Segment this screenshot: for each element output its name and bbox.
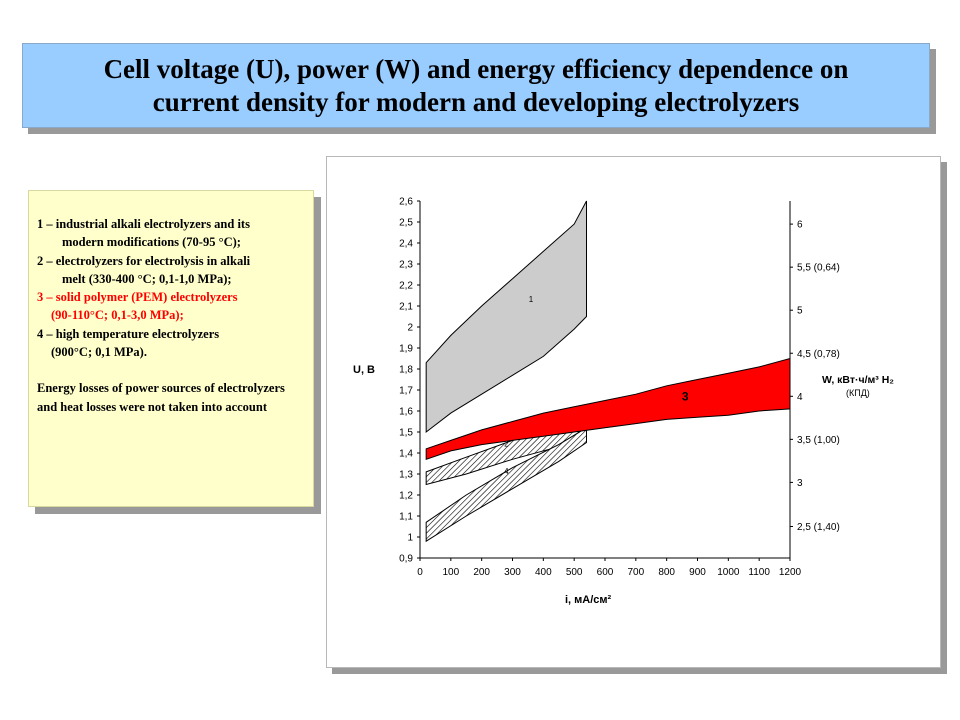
y2-tick-label: 4 — [797, 392, 803, 403]
x-tick-label: 800 — [658, 567, 675, 578]
y-tick-label: 2,2 — [399, 281, 413, 292]
series-label-4: 4 — [504, 467, 509, 476]
y-tick-label: 1,6 — [399, 407, 413, 418]
chart-svg: 1 2 4 3 0,9 1 1,1 1,2 1,3 1,4 1,5 1,6 1,7 1,8 1,9 2 2,1… — [353, 197, 894, 607]
y-tick-label: 1,5 — [399, 428, 413, 439]
x-tick-label: 0 — [417, 567, 423, 578]
y2-tick-label: 6 — [797, 220, 803, 231]
legend-item-3-line-1: 3 – solid polymer (PEM) electrolyzers — [37, 290, 238, 305]
y-tick-label: 1,7 — [399, 386, 413, 397]
series-label-1: 1 — [529, 295, 534, 304]
legend-item-1-line-1: 1 – industrial alkali electrolyzers and … — [37, 217, 250, 231]
y2-tick-label: 3,5 (1,00) — [797, 435, 840, 446]
x-tick-label: 1200 — [779, 567, 802, 578]
y-tick-label: 2,1 — [399, 302, 413, 313]
x-tick-label: 400 — [535, 567, 552, 578]
y-tick-label: 2,6 — [399, 197, 413, 208]
y-tick-label: 1,4 — [399, 449, 413, 460]
y2-tick-label: 5 — [797, 306, 803, 317]
y-axis-title: U, В — [353, 364, 375, 376]
axis-labels-layer: U, В i, мА/см² W, кВт·ч/м³ H₂ (КПД) — [353, 364, 894, 606]
legend-item-4-line-2: (900°C; 0,1 MPa). — [51, 345, 147, 360]
y-tick-label: 1 — [407, 533, 413, 544]
series-band-1 — [425, 200, 587, 434]
y2-axis-subtitle: (КПД) — [846, 388, 870, 398]
legend-item-2-line-2: melt (330-400 °C; 0,1-1,0 MPa); — [62, 271, 232, 286]
series-label-2: 2 — [504, 440, 509, 449]
series-layer: 1 2 4 3 — [425, 200, 791, 543]
y2-tick-label: 3 — [797, 478, 803, 489]
x-tick-label: 500 — [566, 567, 583, 578]
y-tick-label: 2 — [407, 323, 413, 334]
y2-tick-label: 2,5 (1,40) — [797, 522, 840, 533]
series-band-4 — [425, 426, 587, 543]
x-tick-label: 600 — [597, 567, 614, 578]
x-tick-label: 1000 — [717, 567, 740, 578]
y-tick-label: 2,4 — [399, 239, 413, 250]
y2-tick-label: 4,5 (0,78) — [797, 349, 840, 360]
y-tick-label: 1,3 — [399, 470, 413, 481]
y-tick-label: 1,1 — [399, 512, 413, 523]
legend-item-1-line-2: modern modifications (70-95 °C); — [62, 235, 241, 250]
title-line-2: current density for modern and developin… — [152, 86, 800, 117]
legend-item-3-line-2: (90-110°C; 0,1-3,0 MPa); — [51, 308, 184, 323]
title-line-1: Cell voltage (U), power (W) and energy e… — [103, 53, 849, 84]
x-tick-label: 300 — [504, 567, 521, 578]
legend-panel: 1 – industrial alkali electrolyzers and … — [28, 190, 314, 507]
chart-panel: 1 2 4 3 0,9 1 1,1 1,2 1,3 1,4 1,5 1,6 1,7 1,8 1,9 2 2,1… — [326, 156, 941, 668]
x-tick-label: 1100 — [748, 567, 770, 578]
x-axis-title: i, мА/см² — [565, 594, 612, 606]
y-tick-label: 0,9 — [399, 554, 413, 565]
y-tick-label: 1,8 — [399, 365, 413, 376]
x-tick-label: 900 — [689, 567, 706, 578]
x-tick-label: 700 — [627, 567, 644, 578]
axes-layer: 0,9 1 1,1 1,2 1,3 1,4 1,5 1,6 1,7 1,8 1,9 2 2,1 2,2 2,… — [399, 197, 840, 579]
title-banner: Cell voltage (U), power (W) and energy e… — [22, 43, 930, 128]
x-axis-title-text: i, мА/см² — [565, 594, 612, 606]
y-tick-label: 2,5 — [399, 218, 413, 229]
x-tick-label: 100 — [442, 567, 459, 578]
legend-note: Energy losses of power sources of electr… — [37, 381, 285, 414]
y-tick-label: 2,3 — [399, 260, 413, 271]
y2-tick-label: 5,5 (0,64) — [797, 263, 840, 274]
legend-item-4-line-1: 4 – high temperature electrolyzers — [37, 326, 220, 341]
series-label-3: 3 — [682, 390, 689, 404]
legend-item-2-line-1: 2 – electrolyzers for electrolysis in al… — [37, 253, 251, 268]
page-title: Cell voltage (U), power (W) and energy e… — [104, 53, 849, 119]
y-tick-label: 1,2 — [399, 491, 413, 502]
x-tick-label: 200 — [473, 567, 490, 578]
y2-axis-title: W, кВт·ч/м³ H₂ — [822, 374, 894, 386]
legend-spacer — [37, 361, 301, 379]
y-tick-label: 1,9 — [399, 344, 413, 355]
